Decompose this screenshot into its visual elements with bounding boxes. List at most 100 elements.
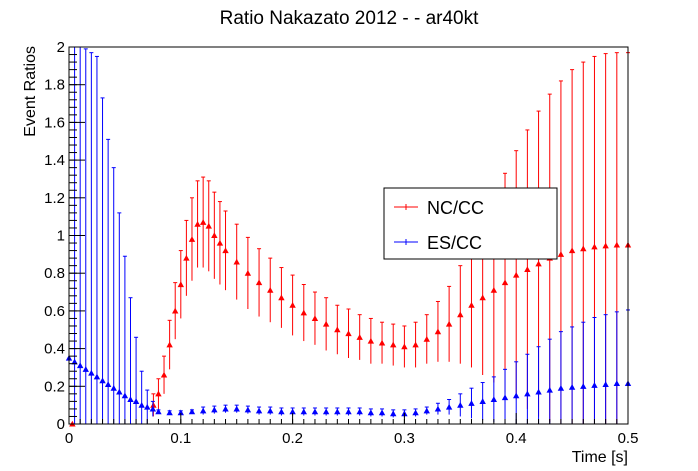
data-point (602, 381, 609, 387)
data-point (457, 401, 464, 408)
data-point (99, 377, 106, 384)
data-point (172, 307, 179, 314)
data-point (445, 403, 453, 410)
data-point (479, 398, 486, 404)
data-point (211, 406, 218, 413)
y-tick-label: 0 (57, 416, 65, 433)
data-point (76, 362, 84, 369)
y-tick-label: 1.2 (44, 190, 65, 207)
data-point (468, 302, 475, 308)
data-point (457, 311, 464, 318)
data-point (591, 243, 598, 250)
y-axis-label: Event Ratios (22, 46, 39, 137)
x-tick-label: 0.2 (282, 430, 303, 447)
data-point (356, 408, 363, 415)
data-point (255, 279, 263, 286)
data-point (132, 398, 140, 404)
data-point (166, 409, 173, 416)
data-point (613, 380, 621, 387)
chart-title: Ratio Nakazato 2012 - - ar40kt (220, 8, 479, 29)
data-point (267, 407, 274, 414)
data-point (602, 242, 609, 249)
data-point (468, 400, 475, 406)
x-tick-label: 0.5 (618, 430, 639, 447)
data-point (127, 396, 134, 403)
data-point (144, 403, 151, 410)
axes-ticks: 0 0.1 0.2 0.3 0.4 0.5 0 0.2 0.4 0.6 0.8 1 1.2 1.4 1.6 1… (44, 39, 638, 447)
data-point (160, 371, 168, 378)
data-point (177, 409, 184, 416)
legend-box (383, 187, 558, 260)
data-point (289, 302, 296, 308)
data-point (334, 408, 341, 415)
x-axis-label: Time [s] (572, 449, 628, 466)
data-point (82, 366, 89, 372)
data-point (121, 392, 129, 399)
data-point (183, 254, 190, 261)
data-point (233, 405, 240, 412)
y-tick-label: 2 (57, 39, 65, 56)
x-tick-label: 0.1 (170, 430, 191, 447)
data-point (546, 386, 553, 393)
data-point (412, 409, 419, 416)
data-point (378, 339, 386, 346)
data-point (401, 343, 408, 350)
y-tick-label: 1 (57, 228, 65, 245)
data-point (513, 392, 520, 399)
legend-label: NC/CC (427, 198, 484, 218)
data-point (300, 408, 307, 415)
data-point (423, 407, 430, 414)
data-point (390, 341, 397, 348)
data-point (216, 239, 224, 246)
data-point (356, 334, 363, 340)
data-point (390, 410, 397, 417)
data-point (255, 407, 263, 414)
y-tick-label: 1.6 (44, 114, 65, 131)
data-point (591, 382, 598, 388)
y-tick-label: 1.8 (44, 77, 65, 94)
data-point (244, 406, 252, 413)
x-tick-label: 0 (65, 430, 73, 447)
data-point (300, 309, 307, 316)
data-point (334, 326, 341, 333)
data-point (490, 396, 498, 403)
data-point (367, 337, 375, 344)
data-point (278, 408, 285, 415)
data-point (116, 388, 123, 395)
data-point (138, 401, 145, 408)
data-point (267, 286, 274, 293)
y-tick-label: 0.6 (44, 303, 65, 320)
data-point (557, 384, 565, 391)
data-point (188, 408, 196, 415)
data-point (289, 408, 296, 415)
data-point (149, 405, 157, 412)
data-point (580, 383, 587, 389)
data-point (322, 320, 330, 327)
data-point (104, 381, 112, 387)
data-point (205, 222, 212, 229)
data-point (524, 266, 531, 272)
data-point (557, 251, 565, 257)
legend-label: ES/CC (427, 233, 482, 253)
data-point (88, 369, 95, 376)
data-point (188, 236, 196, 242)
data-point (222, 247, 229, 254)
data-point (535, 260, 542, 267)
data-point (311, 315, 319, 321)
data-point (222, 405, 229, 412)
data-point (211, 232, 218, 239)
x-tick-label: 0.4 (506, 430, 527, 447)
data-point (345, 408, 352, 415)
data-point (535, 388, 542, 395)
y-tick-label: 1.4 (44, 152, 65, 169)
data-point (322, 408, 330, 415)
data-point (244, 270, 252, 276)
data-point (110, 384, 117, 391)
data-point (233, 258, 240, 265)
data-point (367, 409, 375, 416)
data-point (155, 408, 162, 415)
data-point (568, 384, 576, 390)
data-point (580, 245, 587, 252)
data-point (166, 341, 173, 348)
